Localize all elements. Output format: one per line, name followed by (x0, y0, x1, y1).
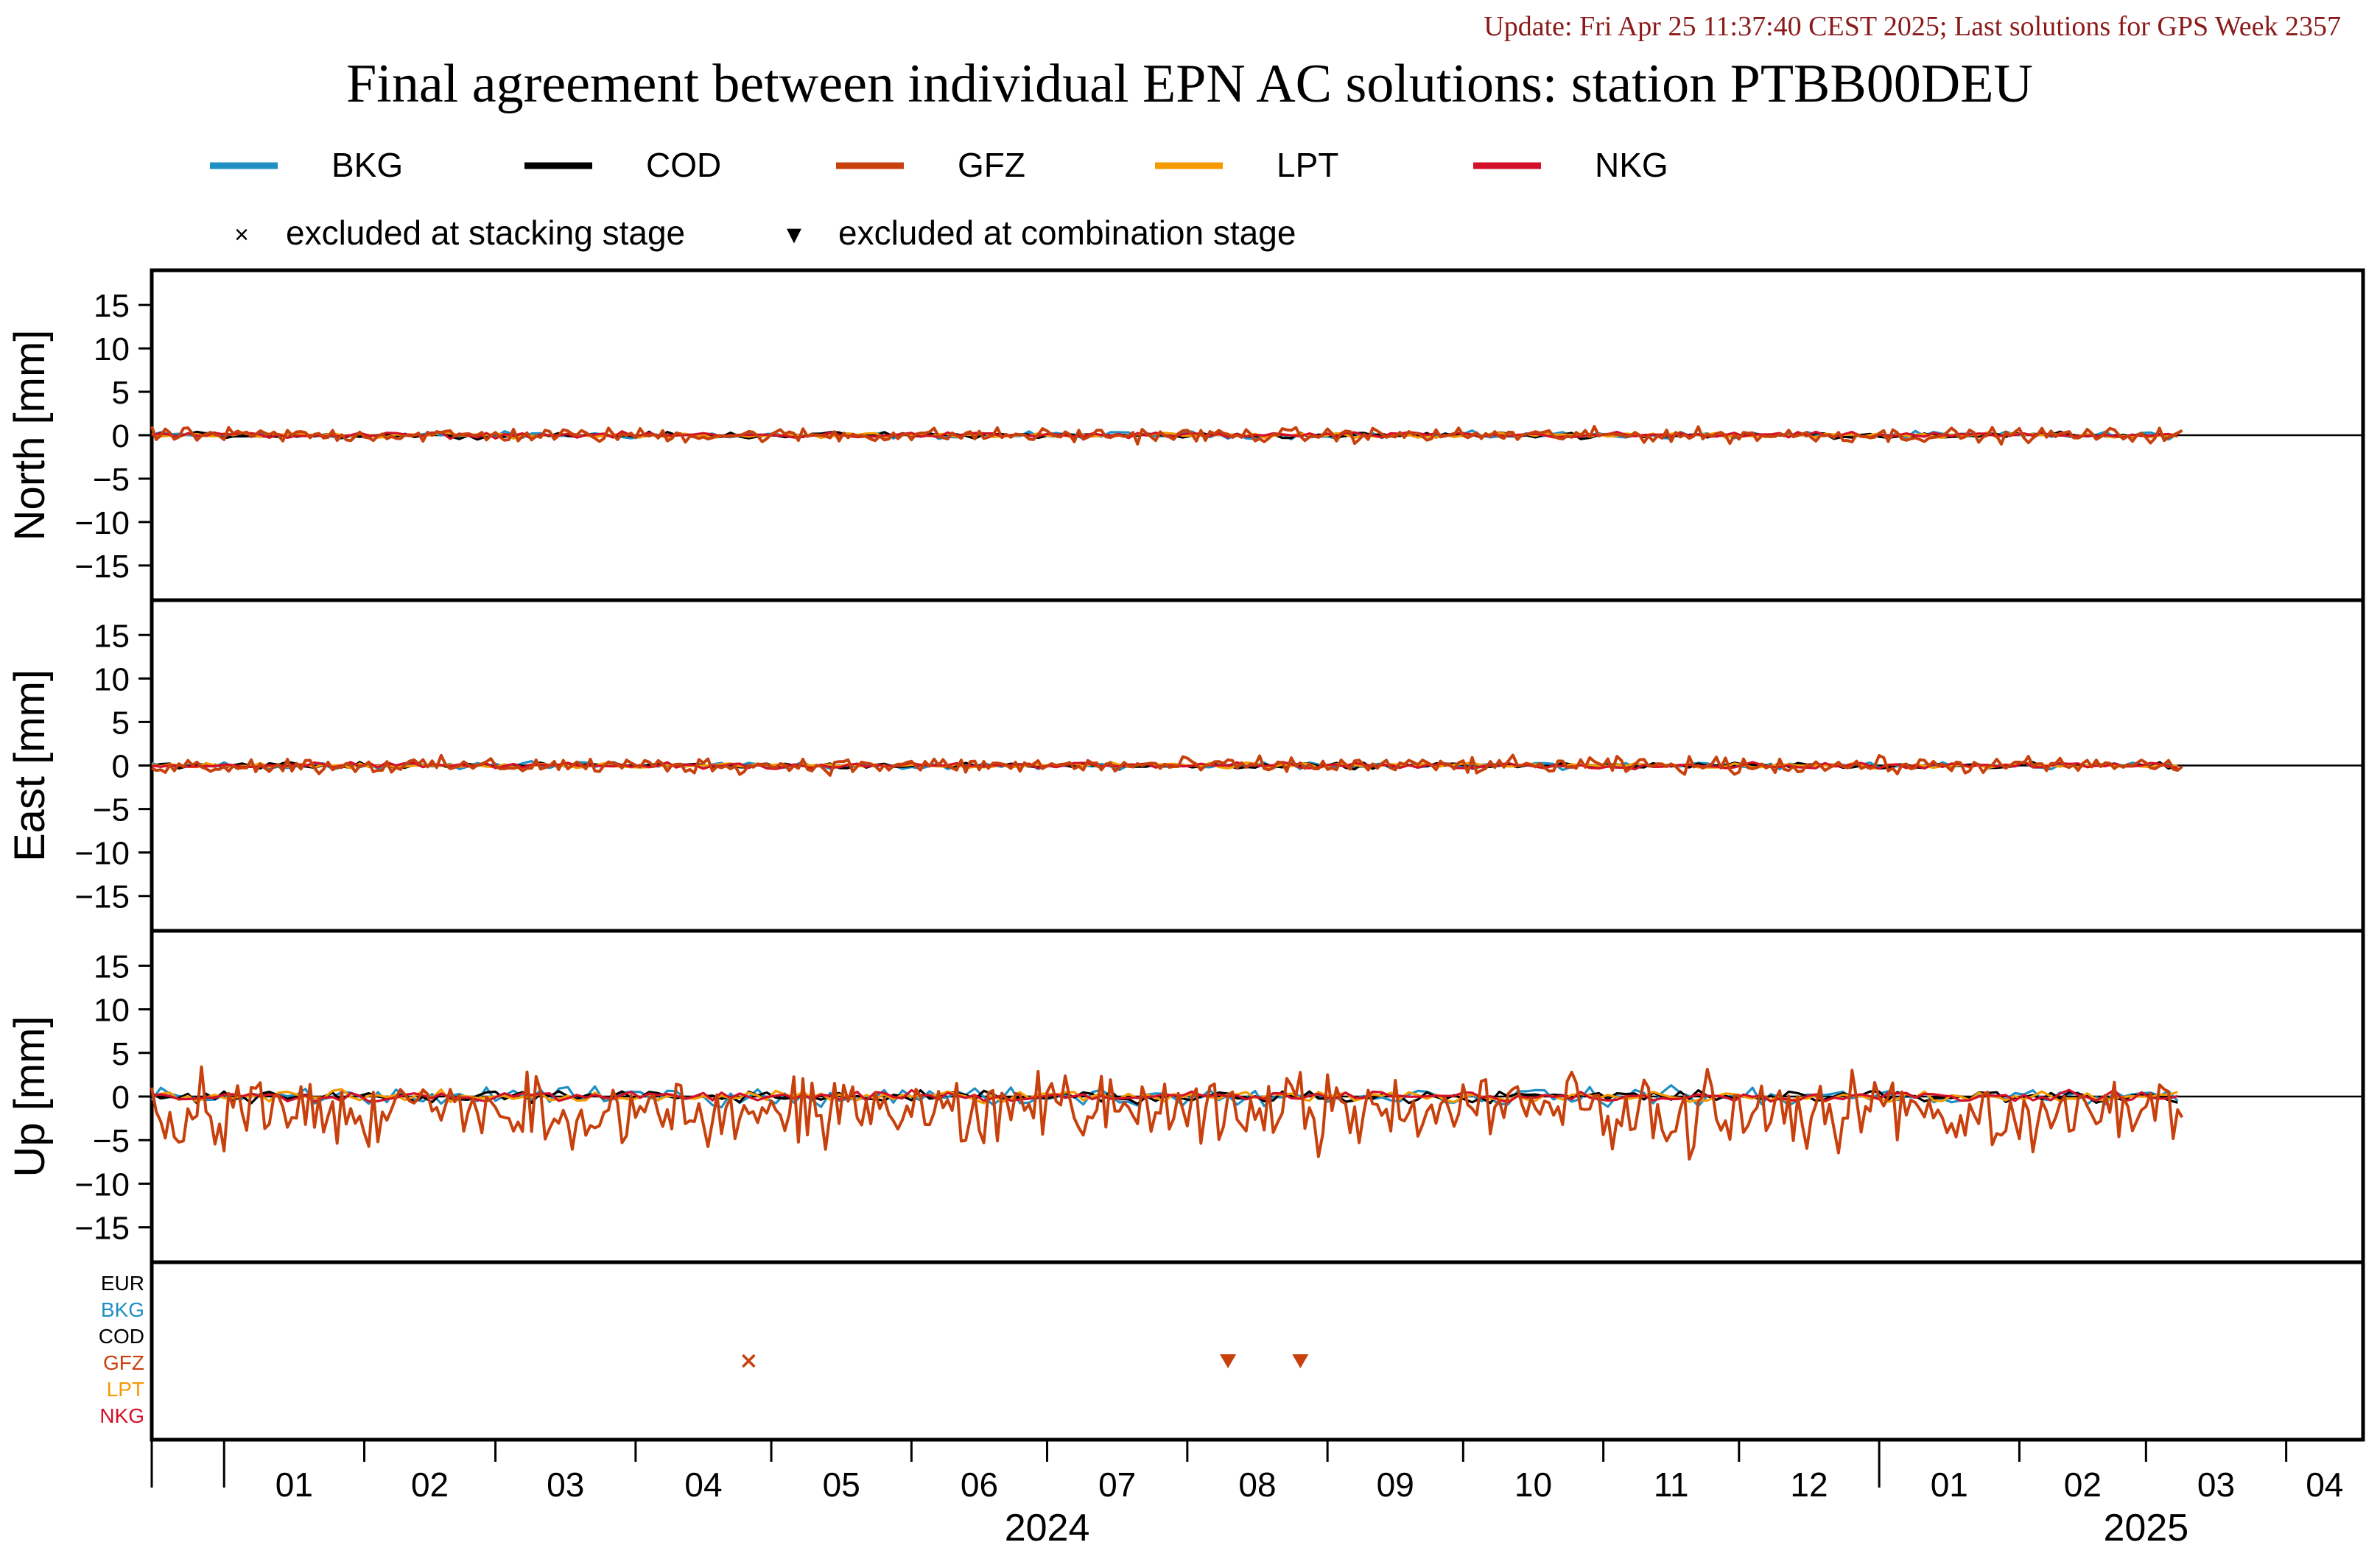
legend-label-bkg: BKG (331, 146, 403, 184)
combination-exclusion-marker (1292, 1354, 1309, 1368)
combination-exclusion-marker (1220, 1354, 1237, 1368)
exclusion-row-label: LPT (107, 1378, 144, 1401)
y-tick-label: 15 (94, 949, 130, 985)
exclusion-panel: EUR BKG COD GFZ LPT NKG (99, 1260, 2365, 1442)
legend-marker-symbol-0: × (234, 221, 249, 249)
series-gfz (150, 425, 2183, 446)
legend-marker-label-0: excluded at stacking stage (286, 214, 685, 252)
exclusion-row-label: EUR (101, 1272, 144, 1295)
y-axis-label: East [mm] (6, 669, 54, 862)
update-text: Update: Fri Apr 25 11:37:40 CEST 2025; L… (1484, 11, 2341, 42)
y-tick-label: −15 (74, 879, 130, 915)
exclusion-row-label: BKG (101, 1298, 144, 1321)
x-tick-label: 02 (411, 1465, 449, 1504)
y-tick-label: 10 (94, 661, 130, 697)
x-tick-label: 01 (275, 1465, 313, 1504)
series-lpt (151, 1088, 2178, 1105)
x-tick-label: 10 (1514, 1465, 1552, 1504)
x-tick-label: 12 (1790, 1465, 1828, 1504)
y-tick-label: 0 (112, 418, 130, 454)
exclusion-row-label: COD (99, 1325, 144, 1348)
series-gfz (150, 1065, 2184, 1161)
y-tick-label: 0 (112, 1080, 130, 1116)
legend-marker-label-1: excluded at combination stage (838, 214, 1296, 252)
legend-marker-symbol-1: ▼ (782, 221, 807, 249)
y-tick-label: −5 (93, 462, 130, 498)
y-tick-label: 5 (112, 1036, 130, 1072)
x-year-label: 2025 (2103, 1507, 2188, 1545)
x-tick-label: 07 (1098, 1465, 1136, 1504)
x-tick-label: 02 (2064, 1465, 2102, 1504)
x-tick-label: 11 (1654, 1465, 1689, 1504)
legend-label-gfz: GFZ (958, 146, 1025, 184)
legend-label-lpt: LPT (1277, 146, 1338, 184)
panel-1: −15 −10 −5 0 5 10 15 East [mm] (6, 598, 2365, 933)
y-tick-label: −5 (93, 1123, 130, 1159)
y-tick-label: 5 (112, 375, 130, 411)
chart-title: Final agreement between individual EPN A… (346, 54, 2033, 114)
y-tick-label: −10 (74, 1166, 130, 1203)
x-tick-label: 03 (547, 1465, 584, 1504)
x-tick-label: 04 (684, 1465, 722, 1504)
x-year-label: 2024 (1005, 1507, 1090, 1545)
x-tick-label: 08 (1238, 1465, 1276, 1504)
y-tick-label: 5 (112, 705, 130, 741)
panel-0: −15 −10 −5 0 5 10 15 North [mm] (6, 268, 2365, 602)
y-tick-label: −10 (74, 836, 130, 872)
x-tick-label: 03 (2197, 1465, 2235, 1504)
y-tick-label: 15 (94, 618, 130, 654)
panel-2: −15 −10 −5 0 5 10 15 Up [mm] (6, 929, 2365, 1264)
legend: BKG COD GFZ LPT NKG × excluded at stacking sta… (210, 146, 1668, 252)
y-tick-label: −10 (74, 505, 130, 541)
y-tick-label: −15 (74, 1211, 130, 1247)
x-axis: 01 02 03 04 05 06 07 08 09 10 11 12 01 02 03 04 2024 2025 (150, 1440, 2363, 1545)
x-tick-label: 04 (2306, 1465, 2343, 1504)
y-tick-label: 15 (94, 288, 130, 324)
y-tick-label: 10 (94, 993, 130, 1029)
x-tick-label: 05 (823, 1465, 860, 1504)
y-axis-label: North [mm] (6, 330, 54, 541)
x-tick-label: 06 (961, 1465, 998, 1504)
y-tick-label: 0 (112, 749, 130, 785)
y-tick-label: −15 (74, 549, 130, 585)
stacking-exclusion-marker (742, 1354, 756, 1368)
panels: −15 −10 −5 0 5 10 15 North [mm] −15 −10 −5 0 5 10 15 Ea… (6, 268, 2365, 1442)
y-tick-label: −5 (93, 792, 130, 828)
exclusion-row-label: NKG (99, 1404, 144, 1427)
x-tick-label: 09 (1377, 1465, 1414, 1504)
legend-label-nkg: NKG (1595, 146, 1668, 184)
legend-label-cod: COD (646, 146, 721, 184)
series-gfz (151, 753, 2183, 777)
y-tick-label: 10 (94, 331, 130, 367)
y-axis-label: Up [mm] (6, 1016, 54, 1177)
x-tick-label: 01 (1931, 1465, 1968, 1504)
exclusion-frame (150, 1260, 2365, 1442)
exclusion-row-label: GFZ (103, 1351, 144, 1374)
